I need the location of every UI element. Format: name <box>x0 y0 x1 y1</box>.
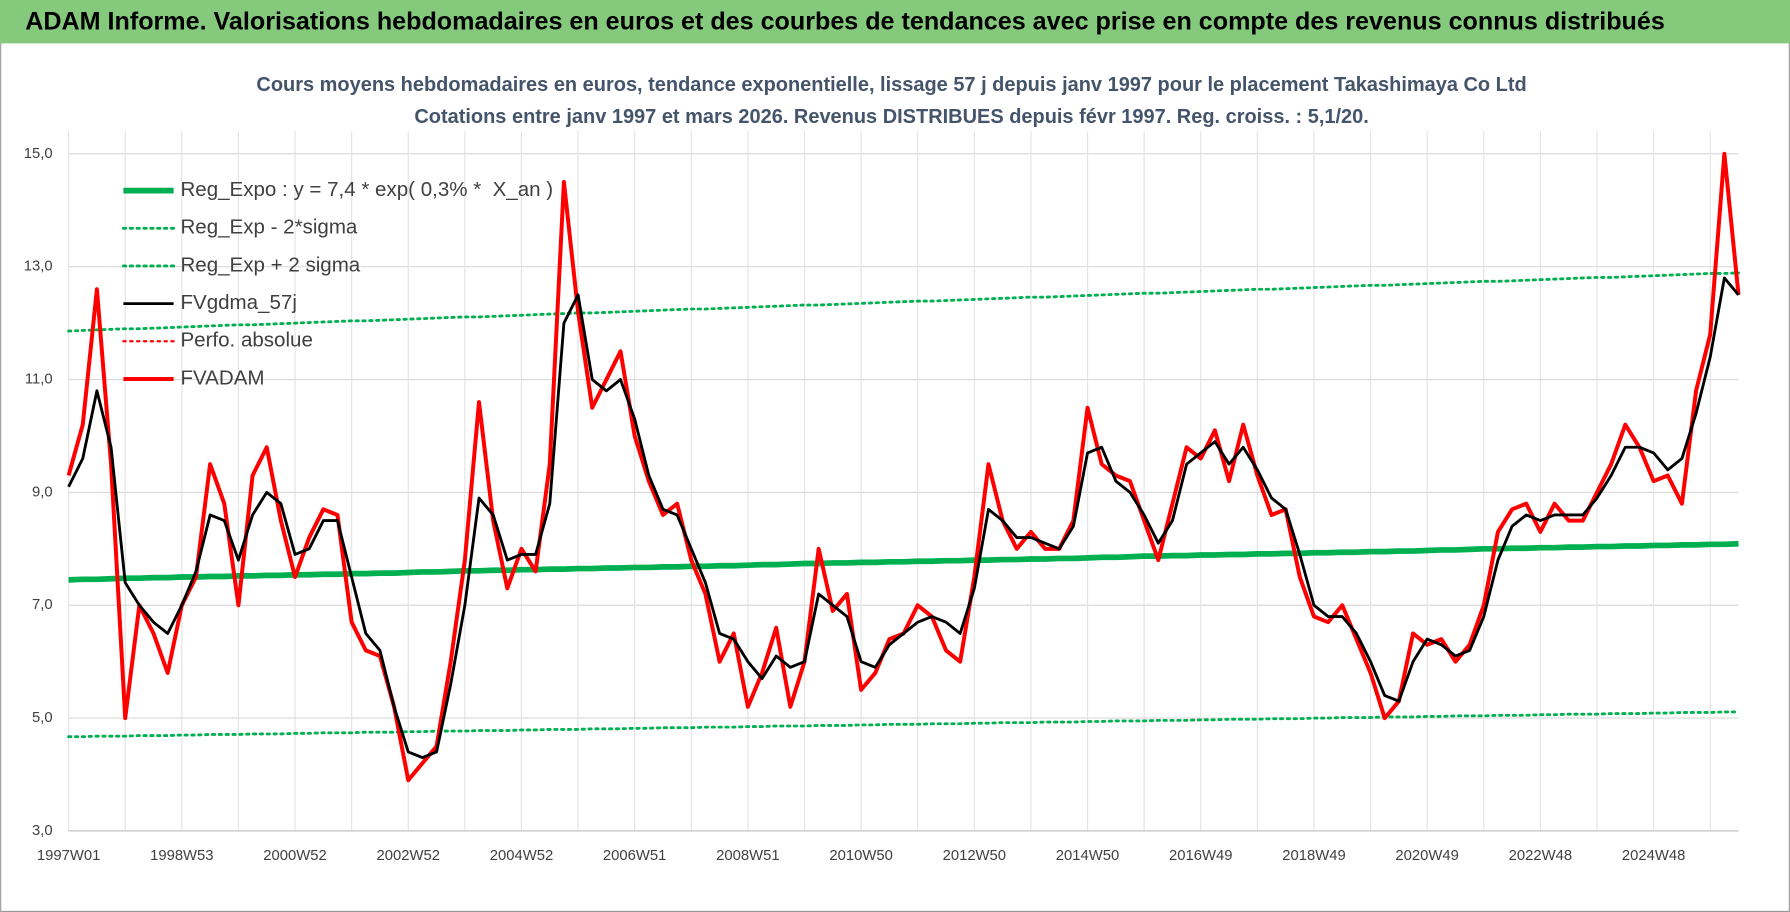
legend-label: Reg_Exp + 2 sigma <box>180 253 360 276</box>
header-band <box>0 0 1790 44</box>
y-tick-label: 15,0 <box>24 146 53 162</box>
legend: Reg_Expo : y = 7,4 * exp( 0,3% * X_an ) R… <box>121 178 553 389</box>
legend-label: Reg_Exp - 2*sigma <box>180 216 357 239</box>
legend-label: FVADAM <box>180 366 264 389</box>
x-tick-label: 2010W50 <box>829 848 892 864</box>
x-tick-label: 2012W50 <box>943 848 1006 864</box>
series-line <box>67 276 1740 760</box>
y-tick-label: 9,0 <box>32 484 53 500</box>
x-tick-label: 2018W49 <box>1282 848 1345 864</box>
legend-label: FVgdma_57j <box>180 291 296 314</box>
chart-title: Cours moyens hebdomadaires en euros, ten… <box>256 74 1526 96</box>
x-tick-label: 2002W52 <box>377 848 440 864</box>
y-tick-label: 3,0 <box>32 823 53 839</box>
x-tick-label: 2024W48 <box>1622 848 1685 864</box>
series-line <box>67 271 1740 333</box>
plot-lines <box>66 151 1741 783</box>
x-tick-label: 2008W51 <box>716 848 779 864</box>
x-tick-label: 1998W53 <box>150 848 213 864</box>
grid <box>68 131 1739 832</box>
axes: 3,0 5,0 7,0 9,0 11,0 13,0 15,0 1997W01 1998W53 20… <box>24 146 1739 864</box>
x-tick-label: 2016W49 <box>1169 848 1232 864</box>
legend-label: Perfo. absolue <box>180 329 312 352</box>
x-tick-label: 2000W52 <box>263 848 326 864</box>
x-tick-label: 2022W48 <box>1509 848 1572 864</box>
x-tick-label: 2014W50 <box>1056 848 1119 864</box>
x-tick-label: 2004W52 <box>490 848 553 864</box>
y-tick-label: 5,0 <box>32 710 53 726</box>
x-tick-label: 2006W51 <box>603 848 666 864</box>
legend-label: Reg_Expo : y = 7,4 * exp( 0,3% * X_an ) <box>180 178 553 201</box>
chart-subtitle: Cotations entre janv 1997 et mars 2026. … <box>414 106 1368 128</box>
y-tick-label: 13,0 <box>24 259 53 275</box>
y-tick-label: 7,0 <box>32 597 53 613</box>
header-title: ADAM Informe. Valorisations hebdomadaire… <box>25 7 1665 35</box>
x-tick-label: 2020W49 <box>1395 848 1458 864</box>
y-tick-label: 11,0 <box>25 371 53 387</box>
x-tick-label: 1997W01 <box>37 848 100 864</box>
series-line <box>67 710 1740 739</box>
